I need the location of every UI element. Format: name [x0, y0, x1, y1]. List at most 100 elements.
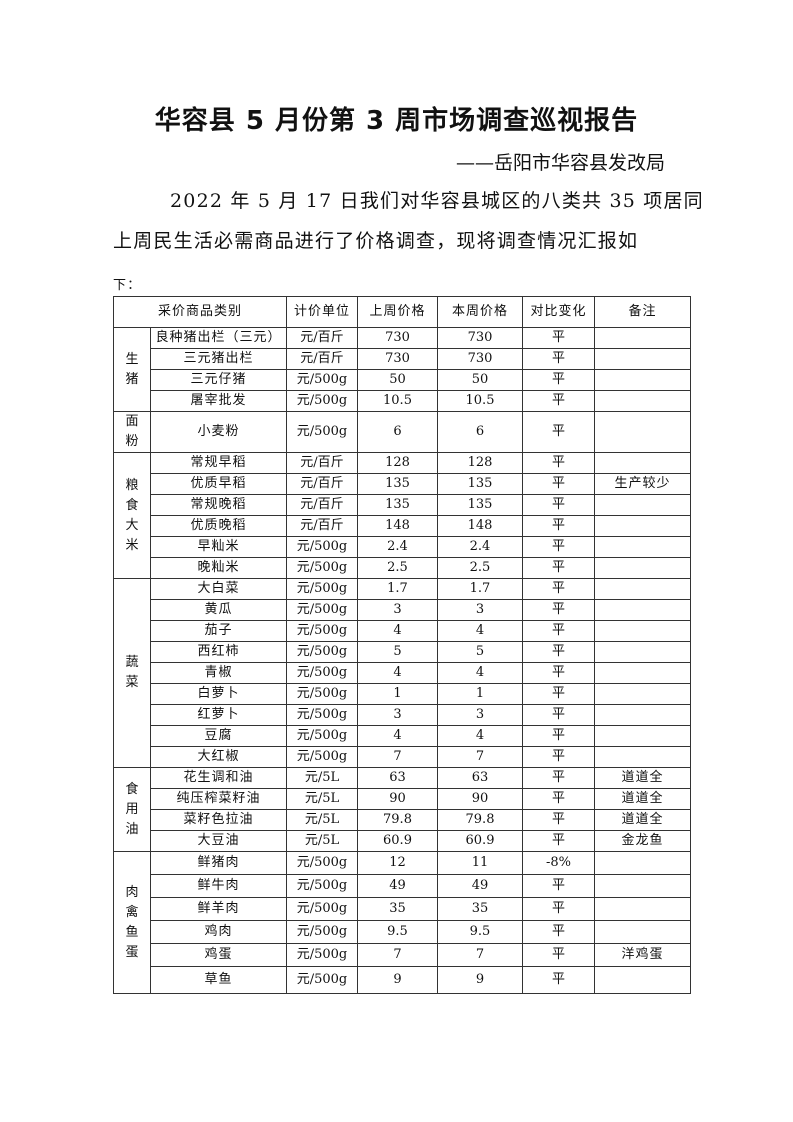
this-week-price-cell: 9.5 — [437, 920, 523, 944]
last-week-price-cell: 6 — [357, 411, 438, 453]
header-last-week: 上周价格 — [357, 296, 438, 328]
unit-cell: 元/500g — [286, 683, 358, 705]
note-cell — [594, 348, 691, 370]
unit-cell: 元/500g — [286, 536, 358, 558]
item-name-cell: 黄瓜 — [150, 599, 287, 621]
change-cell: 平 — [522, 390, 595, 412]
item-name-cell: 优质晚稻 — [150, 515, 287, 537]
report-author: ——岳阳市华容县发改局 — [455, 152, 665, 174]
change-cell: 平 — [522, 411, 595, 453]
last-week-price-cell: 730 — [357, 327, 438, 349]
unit-cell: 元/500g — [286, 578, 358, 600]
item-name-cell: 晚籼米 — [150, 557, 287, 579]
change-cell: 平 — [522, 369, 595, 391]
item-name-cell: 三元猪出栏 — [150, 348, 287, 370]
item-name-cell: 茄子 — [150, 620, 287, 642]
item-name-cell: 常规晚稻 — [150, 494, 287, 516]
item-name-cell: 常规早稻 — [150, 452, 287, 474]
note-cell — [594, 599, 691, 621]
last-week-price-cell: 60.9 — [357, 830, 438, 852]
header-category: 采价商品类别 — [113, 296, 287, 328]
note-cell: 道道全 — [594, 788, 691, 810]
unit-cell: 元/500g — [286, 851, 358, 875]
note-cell — [594, 725, 691, 747]
last-week-price-cell: 1 — [357, 683, 438, 705]
item-name-cell: 鸡蛋 — [150, 943, 287, 967]
note-cell — [594, 746, 691, 768]
report-title: 华容县 5 月份第 3 周市场调查巡视报告 — [154, 106, 639, 136]
this-week-price-cell: 3 — [437, 599, 523, 621]
this-week-price-cell: 4 — [437, 725, 523, 747]
this-week-price-cell: 5 — [437, 641, 523, 663]
this-week-price-cell: 2.5 — [437, 557, 523, 579]
category-cell: 蔬菜 — [113, 578, 151, 768]
unit-cell: 元/500g — [286, 641, 358, 663]
note-cell — [594, 966, 691, 994]
last-week-price-cell: 1.7 — [357, 578, 438, 600]
header-unit: 计价单位 — [286, 296, 358, 328]
last-week-price-cell: 9.5 — [357, 920, 438, 944]
item-name-cell: 白萝卜 — [150, 683, 287, 705]
table-row: 鲜牛肉 元/500g 49 49 平 — [114, 874, 691, 898]
this-week-price-cell: 730 — [437, 348, 523, 370]
category-cell: 粮食大米 — [113, 452, 151, 579]
unit-cell: 元/500g — [286, 662, 358, 684]
last-week-price-cell: 9 — [357, 966, 438, 994]
table-row: 大豆油 元/5L 60.9 60.9 平金龙鱼 — [114, 830, 691, 852]
this-week-price-cell: 730 — [437, 327, 523, 349]
item-name-cell: 鲜羊肉 — [150, 897, 287, 921]
item-name-cell: 大白菜 — [150, 578, 287, 600]
item-name-cell: 早籼米 — [150, 536, 287, 558]
change-cell: 平 — [522, 662, 595, 684]
note-cell — [594, 874, 691, 898]
category-cell: 食用油 — [113, 767, 151, 852]
table-row: 鸡蛋 元/500g 7 7 平洋鸡蛋 — [114, 943, 691, 967]
unit-cell: 元/500g — [286, 874, 358, 898]
note-cell — [594, 369, 691, 391]
category-label: 肉禽鱼蛋 — [125, 884, 139, 960]
note-cell — [594, 641, 691, 663]
table-row: 面粉 小麦粉 元/500g 6 6 平 — [113, 411, 691, 453]
note-cell: 道道全 — [594, 809, 691, 831]
unit-cell: 元/500g — [286, 746, 358, 768]
table-row: 茄子 元/500g 4 4 平 — [114, 620, 691, 642]
table-row: 鸡肉 元/500g 9.5 9.5 平 — [114, 920, 691, 944]
table-row: 常规晚稻 元/百斤 135 135 平 — [114, 494, 691, 516]
change-cell: 平 — [522, 494, 595, 516]
this-week-price-cell: 1 — [437, 683, 523, 705]
table-row: 肉禽鱼蛋 鲜猪肉 元/500g 12 11 -8% — [113, 851, 691, 994]
this-week-price-cell: 6 — [437, 411, 523, 453]
intro-line-1: 2022 年 5 月 17 日我们对华容县城区的八类共 35 项居同 — [170, 190, 704, 212]
item-name-cell: 鸡肉 — [150, 920, 287, 944]
this-week-price-cell: 4 — [437, 662, 523, 684]
note-cell — [594, 557, 691, 579]
unit-cell: 元/500g — [286, 704, 358, 726]
this-week-price-cell: 128 — [437, 452, 523, 474]
unit-cell: 元/500g — [286, 599, 358, 621]
this-week-price-cell: 50 — [437, 369, 523, 391]
table-row: 食用油 花生调和油 元/5L 63 63 平道道全 — [113, 767, 691, 852]
note-cell — [594, 452, 691, 474]
change-cell: 平 — [522, 943, 595, 967]
change-cell: 平 — [522, 578, 595, 600]
change-cell: 平 — [522, 536, 595, 558]
change-cell: 平 — [522, 874, 595, 898]
this-week-price-cell: 63 — [437, 767, 523, 789]
note-cell — [594, 411, 691, 453]
item-name-cell: 草鱼 — [150, 966, 287, 994]
item-name-cell: 花生调和油 — [150, 767, 287, 789]
table-row: 菜籽色拉油 元/5L 79.8 79.8 平道道全 — [114, 809, 691, 831]
this-week-price-cell: 10.5 — [437, 390, 523, 412]
unit-cell: 元/500g — [286, 725, 358, 747]
note-cell — [594, 920, 691, 944]
change-cell: 平 — [522, 557, 595, 579]
last-week-price-cell: 79.8 — [357, 809, 438, 831]
table-row: 红萝卜 元/500g 3 3 平 — [114, 704, 691, 726]
unit-cell: 元/500g — [286, 920, 358, 944]
this-week-price-cell: 2.4 — [437, 536, 523, 558]
last-week-price-cell: 2.4 — [357, 536, 438, 558]
change-cell: 平 — [522, 966, 595, 994]
intro-line-3: 下： — [113, 278, 142, 293]
unit-cell: 元/5L — [286, 788, 358, 810]
change-cell: 平 — [522, 830, 595, 852]
